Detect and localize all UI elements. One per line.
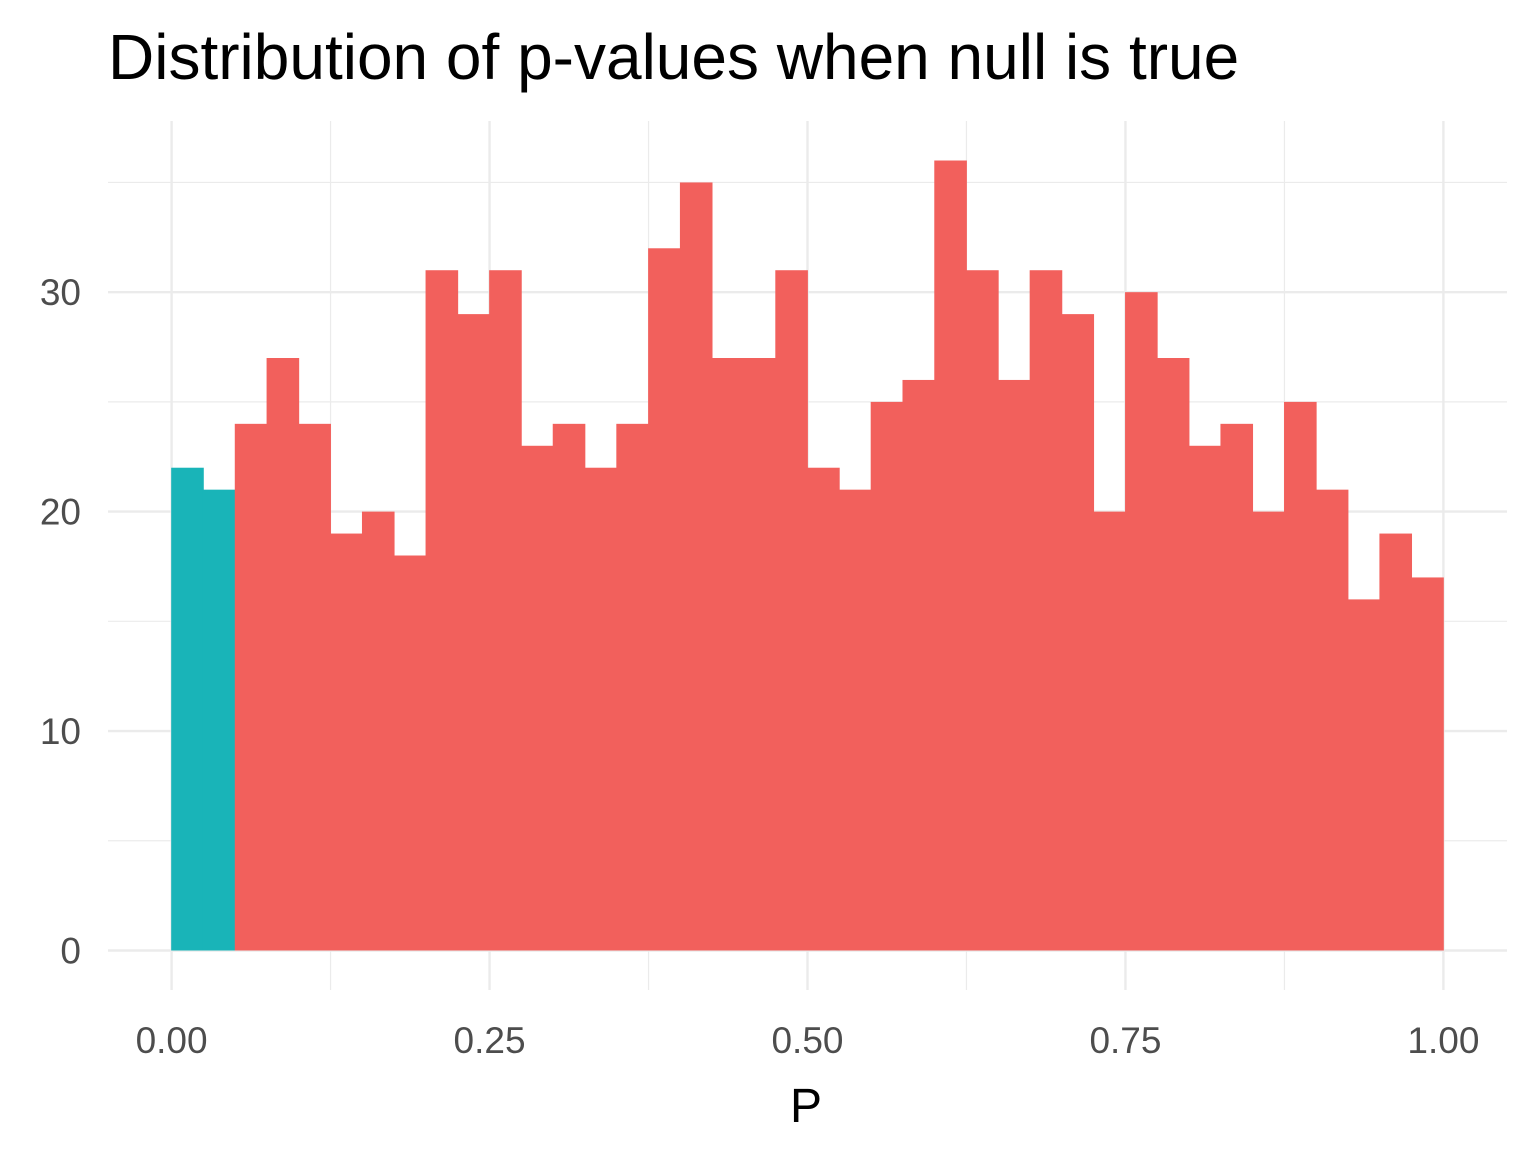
x-tick-label: 0.25 <box>454 1020 526 1061</box>
histogram-bar <box>870 401 904 951</box>
histogram-bar <box>1093 511 1126 951</box>
histogram-bar <box>425 270 459 951</box>
x-axis-tick-labels: 0.00 0.25 0.50 0.75 1.00 <box>136 1020 1480 1061</box>
histogram-bar <box>1125 292 1158 951</box>
histogram-bar <box>489 270 522 951</box>
histogram-bar <box>298 423 331 951</box>
histogram-bar <box>743 358 777 951</box>
histogram-bar <box>775 270 808 951</box>
histogram-bar <box>1347 599 1381 951</box>
y-tick-label: 30 <box>40 272 81 313</box>
histogram-bar <box>1156 358 1190 951</box>
histogram-bar <box>711 358 745 951</box>
y-axis-tick-labels: 0 10 20 30 <box>40 272 81 971</box>
histogram-bar <box>552 423 586 951</box>
y-tick-label: 10 <box>40 711 81 752</box>
x-tick-label: 0.00 <box>136 1020 208 1061</box>
histogram-bar <box>997 379 1031 951</box>
histogram-bar <box>679 182 713 951</box>
histogram-bar <box>1284 401 1317 951</box>
histogram-bar <box>902 379 936 951</box>
histogram-bar <box>1188 445 1222 951</box>
histogram-bar <box>1315 489 1349 951</box>
histogram-bar <box>266 358 300 951</box>
histogram-bar <box>1379 533 1413 951</box>
histogram-bar <box>361 511 395 951</box>
histogram-bar <box>520 445 554 951</box>
histogram-bar <box>1061 314 1095 951</box>
histogram-bar <box>1220 423 1254 951</box>
histogram-bar <box>234 423 268 951</box>
histogram-bar <box>1029 270 1063 951</box>
histogram-bar <box>616 423 649 951</box>
histogram-bar <box>1252 511 1285 951</box>
histogram-bar <box>838 489 872 951</box>
histogram-bar <box>584 467 618 951</box>
histogram-bar <box>330 533 363 951</box>
chart-title: Distribution of p-values when null is tr… <box>108 21 1239 93</box>
histogram-bars <box>171 160 1444 951</box>
histogram-bar <box>202 489 236 951</box>
histogram-bar <box>934 160 967 951</box>
x-tick-label: 1.00 <box>1407 1020 1479 1061</box>
x-tick-label: 0.50 <box>771 1020 843 1061</box>
y-tick-label: 20 <box>40 492 81 533</box>
y-tick-label: 0 <box>60 931 81 972</box>
histogram-bar <box>648 248 681 951</box>
histogram-bar <box>457 314 490 951</box>
x-axis-title: P <box>790 1080 822 1133</box>
histogram-bar <box>171 467 204 951</box>
x-tick-label: 0.75 <box>1089 1020 1161 1061</box>
histogram-bar <box>807 467 840 951</box>
histogram-bar <box>966 270 999 951</box>
histogram-bar <box>393 555 427 951</box>
histogram-bar <box>1411 577 1444 951</box>
